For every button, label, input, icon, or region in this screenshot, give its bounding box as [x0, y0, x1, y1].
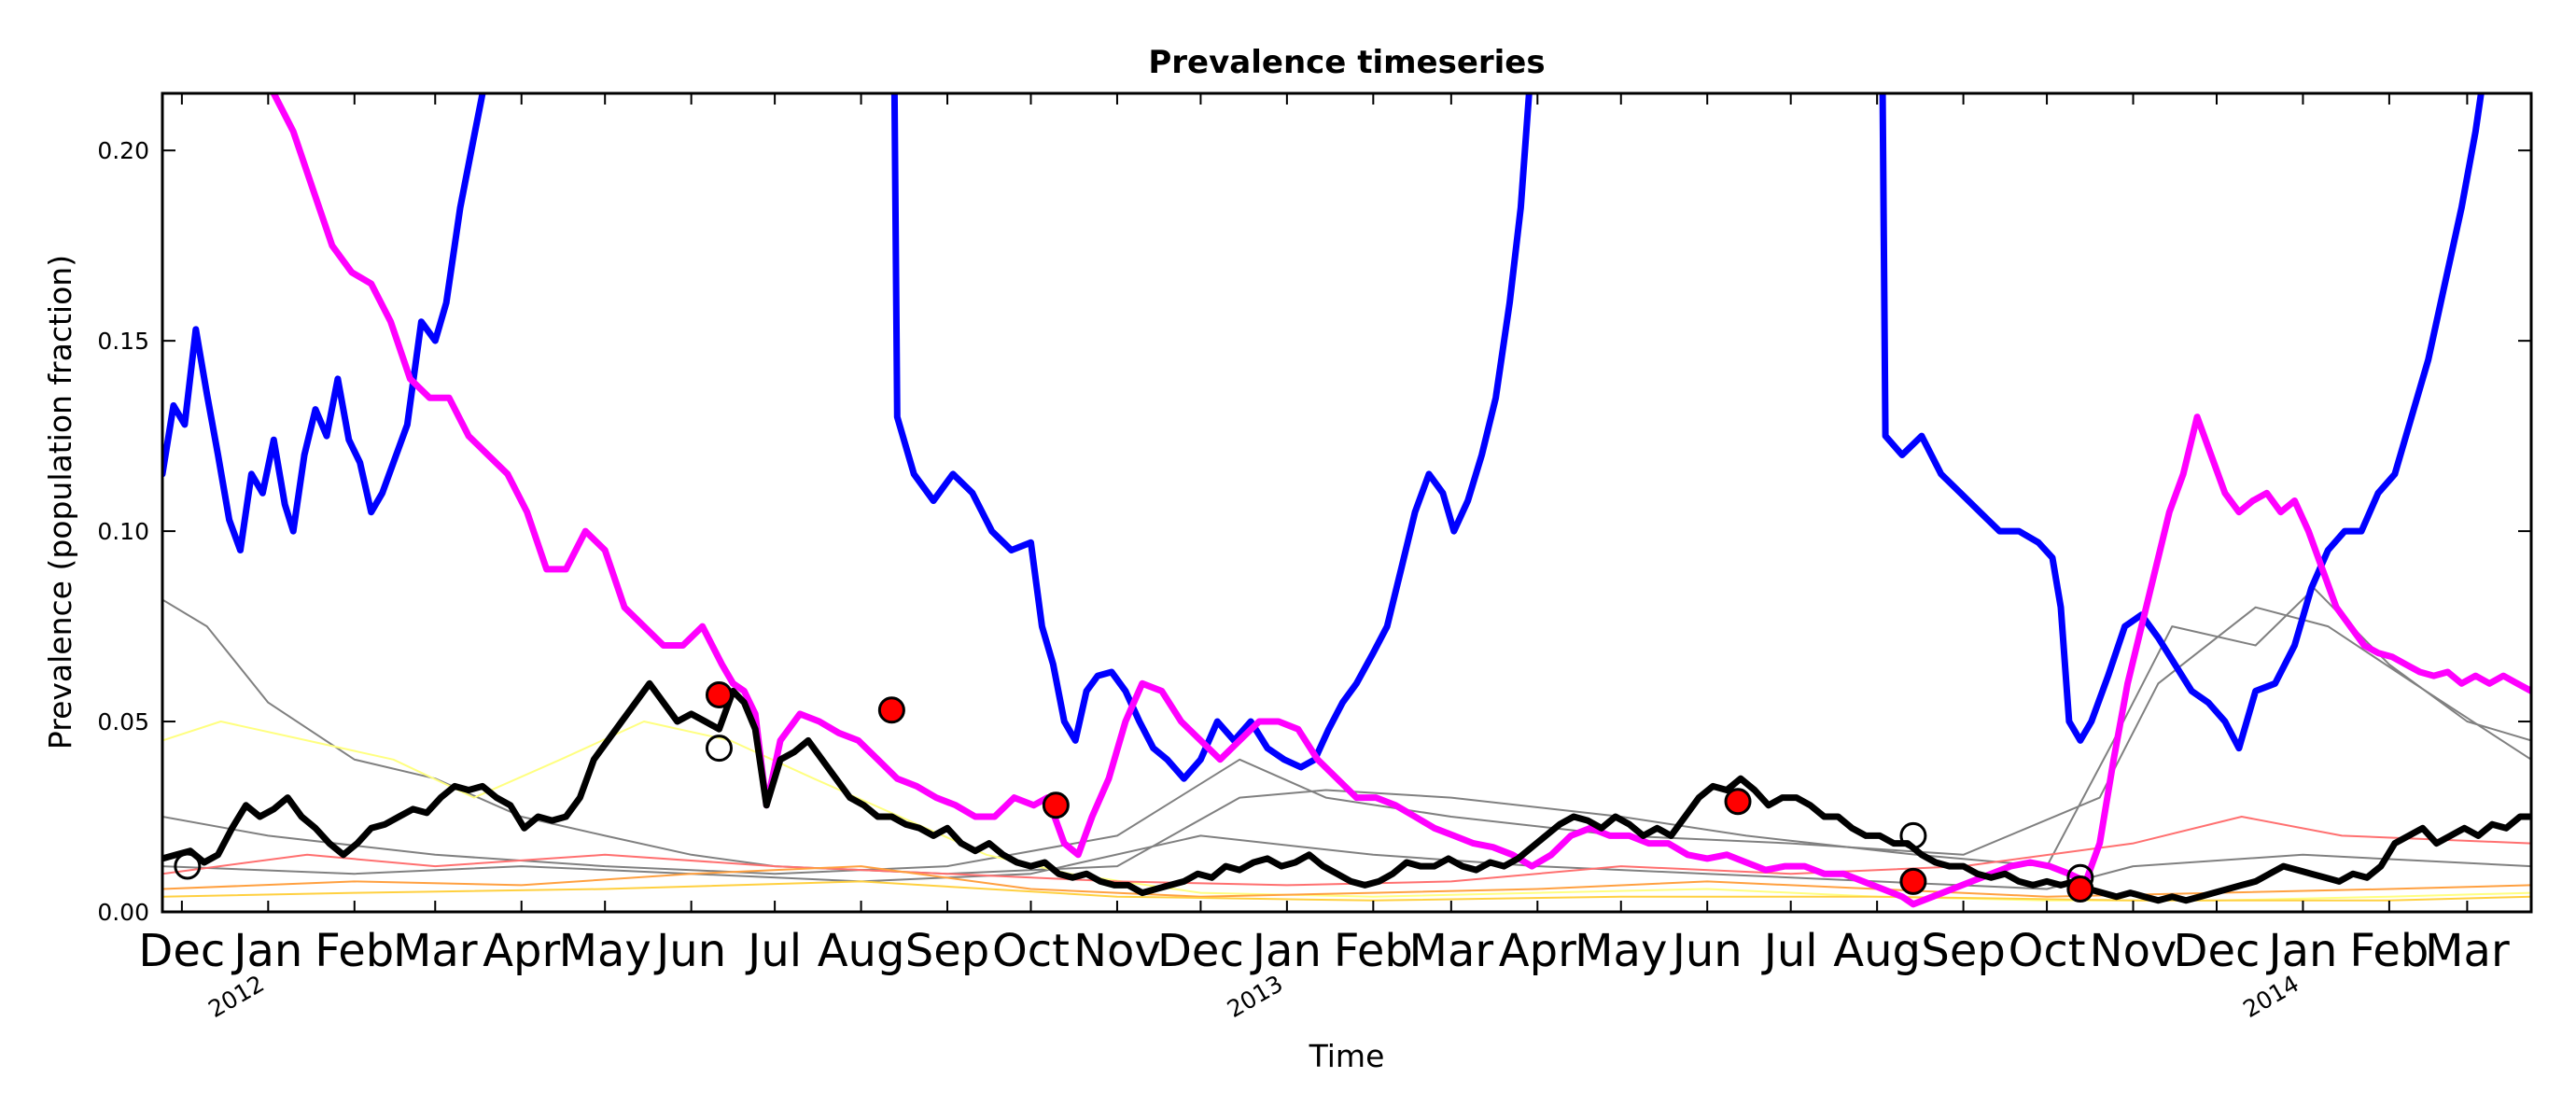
event-marker — [877, 696, 905, 724]
month-label: Mar — [393, 925, 478, 977]
open-marker — [174, 852, 202, 880]
month-label: Aug — [1833, 925, 1921, 977]
event-marker — [1724, 788, 1752, 816]
open-marker — [705, 735, 733, 763]
month-label: Jun — [653, 925, 726, 977]
main-series-group — [162, 93, 2531, 908]
y-tick-label: 0.20 — [97, 137, 149, 164]
month-label: Jan — [1250, 925, 1322, 977]
series-line — [162, 93, 2485, 782]
background-series-line — [162, 606, 2531, 875]
plot-frame — [161, 91, 2533, 914]
chart-title: Prevalence timeseries — [1148, 44, 1545, 81]
event-marker — [705, 680, 733, 708]
month-label: Sep — [1921, 925, 2005, 977]
y-tick-label: 0.10 — [97, 518, 149, 545]
background-series-line — [162, 865, 2531, 898]
background-series-line — [162, 834, 2531, 890]
year-label: 2013 — [1223, 970, 1288, 1023]
month-label: Feb — [1334, 925, 1413, 977]
month-label: Feb — [2349, 925, 2429, 977]
background-series-group — [162, 587, 2531, 902]
month-label: May — [1575, 925, 1667, 977]
y-tick-label: 0.00 — [97, 899, 149, 926]
month-label: Jun — [1670, 925, 1743, 977]
month-label: Dec — [1157, 925, 1244, 977]
year-label: 2012 — [203, 970, 269, 1023]
event-marker — [2066, 875, 2094, 903]
background-series-line — [162, 587, 2531, 875]
event-marker — [1042, 791, 1070, 819]
month-label: Sep — [905, 925, 989, 977]
month-label: Dec — [2174, 925, 2261, 977]
tick-group — [162, 93, 2531, 913]
month-label: Apr — [483, 925, 560, 977]
y-tick-labels: 0.00 0.05 0.10 0.15 0.20 — [97, 137, 149, 926]
month-label: Apr — [1499, 925, 1576, 977]
month-label: May — [559, 925, 651, 977]
month-label: Feb — [315, 925, 394, 977]
open-marker — [1899, 821, 1927, 849]
x-axis-label: Time — [1309, 1038, 1385, 1074]
series-line — [270, 93, 2531, 908]
marker-group — [174, 680, 2094, 903]
month-label: Aug — [818, 925, 905, 977]
month-label: Dec — [138, 925, 225, 977]
month-label: Nov — [1073, 925, 1161, 977]
month-label: Oct — [2009, 925, 2086, 977]
month-label: Mar — [2425, 925, 2510, 977]
month-label: Mar — [1409, 925, 1494, 977]
year-label: 2014 — [2238, 970, 2303, 1023]
month-label: Oct — [992, 925, 1070, 977]
month-label: Jul — [1761, 925, 1818, 977]
month-label: Nov — [2090, 925, 2177, 977]
y-tick-label: 0.05 — [97, 708, 149, 735]
series-line — [162, 679, 2531, 904]
y-tick-label: 0.15 — [97, 328, 149, 355]
month-label: Jan — [231, 925, 302, 977]
month-label: Jan — [2265, 925, 2337, 977]
event-marker — [1899, 867, 1927, 895]
background-series-line — [162, 721, 2531, 902]
background-series-line — [162, 880, 2531, 902]
month-label: Jul — [745, 925, 802, 977]
y-axis-label: Prevalence (population fraction) — [42, 255, 78, 749]
